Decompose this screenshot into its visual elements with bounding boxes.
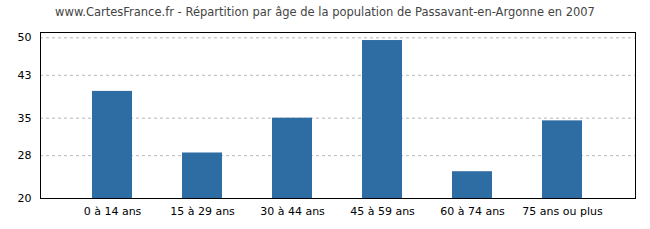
svg-text:35: 35 xyxy=(18,112,32,125)
svg-text:43: 43 xyxy=(18,69,32,82)
svg-text:15 à 29 ans: 15 à 29 ans xyxy=(170,205,235,218)
svg-text:30 à 44 ans: 30 à 44 ans xyxy=(260,205,325,218)
svg-text:75 ans ou plus: 75 ans ou plus xyxy=(522,205,603,218)
html-text:www.CartesFrance.fr - Répartit: www.CartesFrance.fr - Répartition par âg… xyxy=(55,5,595,19)
svg-text:45 à 59 ans: 45 à 59 ans xyxy=(350,205,415,218)
svg-text:0 à 14 ans: 0 à 14 ans xyxy=(84,205,142,218)
svg-text:28: 28 xyxy=(18,149,32,162)
svg-text:60 à 74 ans: 60 à 74 ans xyxy=(440,205,505,218)
svg-text:20: 20 xyxy=(18,192,32,205)
svg-text:50: 50 xyxy=(18,31,32,44)
